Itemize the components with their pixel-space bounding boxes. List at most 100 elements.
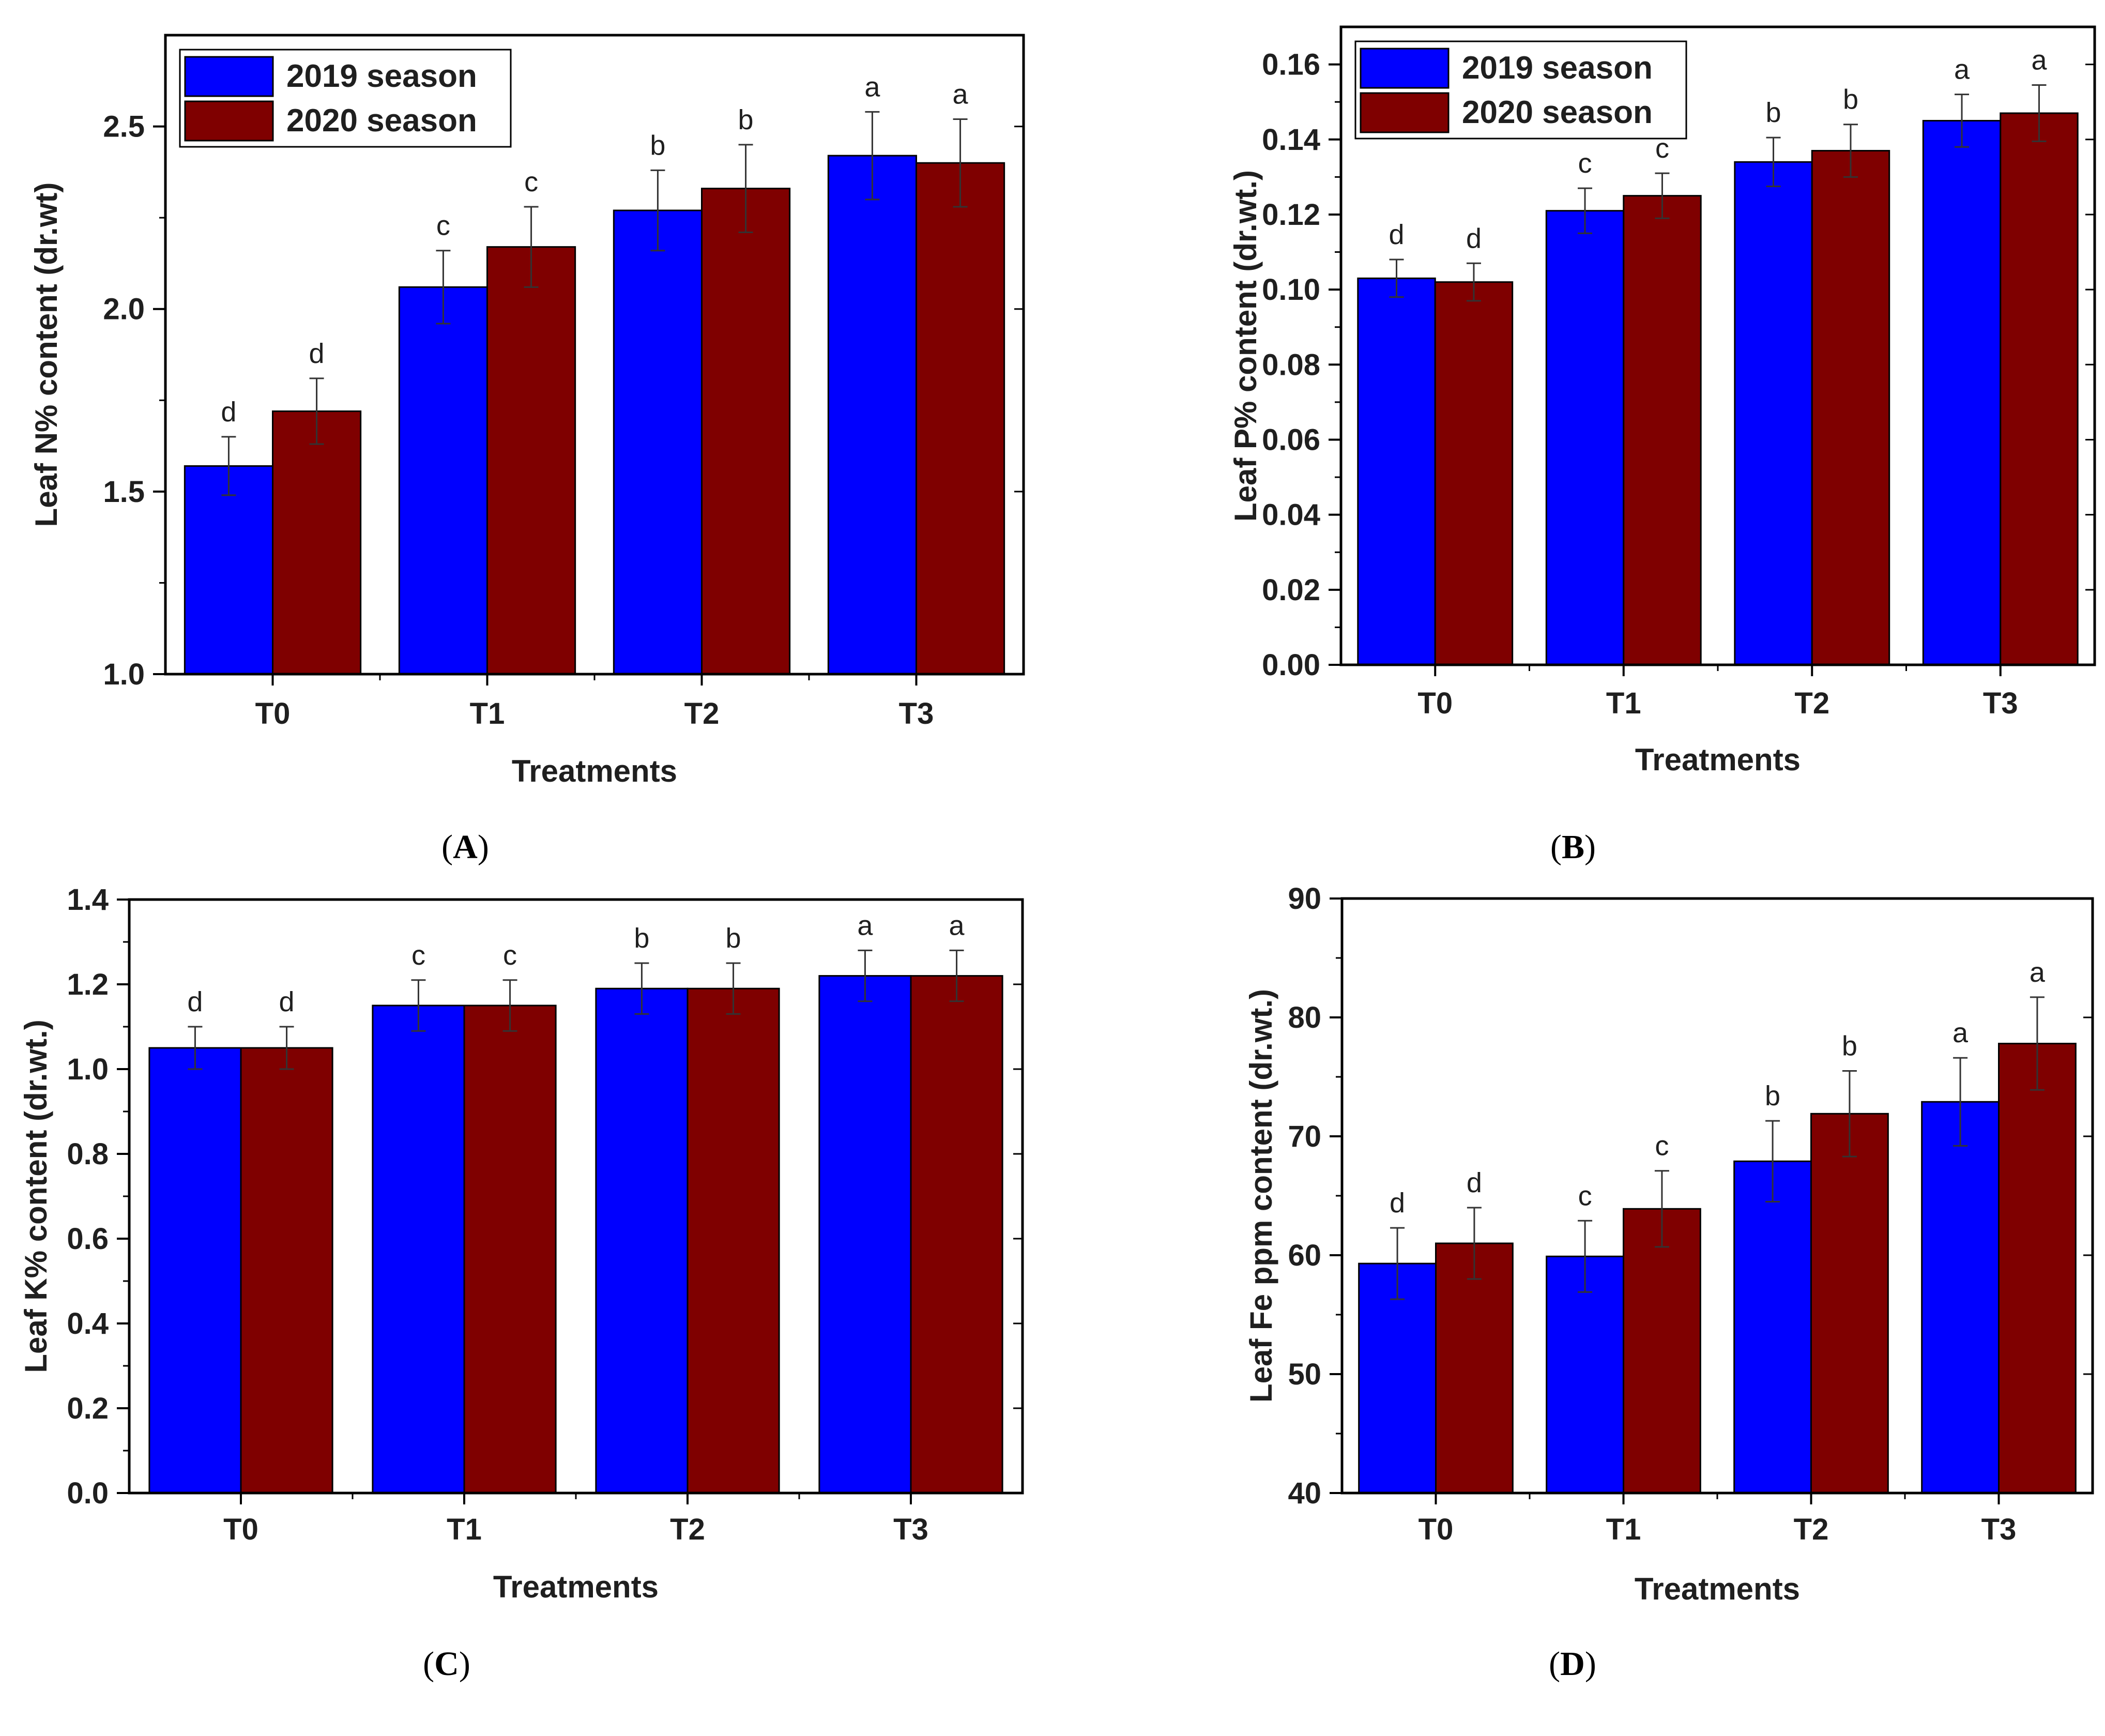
error-bar [411,979,426,1032]
significance-letter: b [1765,1080,1780,1111]
caption-close-paren: ) [478,828,489,866]
x-tick-label: T2 [684,697,720,730]
error-bar [1842,1070,1857,1158]
x-axis-title: Treatments [512,754,677,788]
error-bar [221,436,236,496]
bar-c-t2-2019 [595,987,689,1494]
bar-b-t1-2019 [1545,210,1625,666]
significance-letter: c [1655,1131,1669,1162]
y-axis-title: Leaf P% content (dr.wt.) [1228,170,1263,522]
plot-frame [1339,25,2096,666]
error-bar [279,1026,294,1070]
significance-letter: c [436,210,450,241]
error-bar [309,377,324,445]
panel-caption: (C) [423,1645,470,1683]
y-tick-label: 0.08 [1262,348,1320,382]
y-axis-title: Leaf K% content (dr.wt.) [19,1019,53,1373]
significance-letter: b [650,130,665,161]
y-tick-label: 1.5 [103,475,145,509]
significance-letter: b [1842,1031,1857,1062]
significance-letter: c [1578,148,1592,179]
bar-a-t2-2020 [701,188,791,675]
bar-d-t2-2020 [1810,1113,1889,1494]
error-bar [865,111,880,201]
bar-a-t0-2019 [184,465,273,675]
error-bar [738,144,753,233]
x-tick-label: T3 [893,1513,928,1546]
legend-swatch-2020 [184,100,274,142]
bar-d-t2-2019 [1733,1160,1812,1494]
y-tick-label: 0.8 [67,1137,109,1171]
error-bar [1955,94,1970,148]
caption-letter: D [1560,1645,1585,1683]
error-bar [650,169,665,252]
legend-label-2019: 2019 season [286,58,477,94]
error-bar [953,118,968,208]
y-tick-label: 0.0 [67,1476,109,1510]
legend: 2019 season 2020 season [179,49,512,148]
significance-letter: a [864,71,880,102]
error-bar [2032,84,2047,142]
x-axis-title: Treatments [1635,742,1801,777]
y-tick-label: 0.12 [1262,198,1320,232]
error-bar [524,206,539,288]
significance-letter: b [726,923,741,954]
significance-letter: d [221,397,236,428]
x-tick-label: T2 [1794,1513,1829,1546]
y-tick-label: 0.14 [1262,123,1320,157]
bar-c-t0-2019 [148,1047,242,1494]
error-bar [188,1026,203,1070]
bar-d-t1-2020 [1623,1208,1701,1494]
significance-letter: b [738,104,754,135]
significance-letter: a [949,910,965,941]
y-tick-label: 2.5 [103,110,145,144]
legend-swatch-2019 [1360,48,1450,89]
legend-swatch-2020 [1360,92,1450,133]
caption-letter: A [453,828,478,866]
caption-close-paren: ) [1584,828,1596,866]
bar-b-t3-2019 [1922,119,2002,666]
y-tick-label: 0.02 [1262,573,1320,607]
x-tick-label: T1 [1606,1513,1641,1546]
bar-d-t1-2019 [1546,1255,1624,1494]
y-tick-label: 0.2 [67,1392,109,1425]
y-axis-title: Leaf Fe ppm content (dr.wt.) [1244,989,1278,1403]
panel-d: d d T0 c c T1 b b T2 a a T3 40 50 60 70 80 90 Treatments Le… [1244,882,2094,1683]
legend: 2019 season 2020 season [1354,40,1687,140]
bar-d-t3-2020 [1998,1043,2077,1494]
x-tick-label: T3 [899,697,934,730]
x-tick-label: T1 [470,697,505,730]
significance-letter: d [309,338,325,369]
error-bar [949,949,964,1002]
significance-letter: d [1390,1187,1405,1219]
significance-letter: c [411,940,425,971]
significance-letter: d [1389,219,1405,250]
significance-letter: a [2030,957,2046,988]
bar-b-t0-2020 [1434,281,1514,666]
bar-b-t1-2020 [1623,195,1702,666]
bar-c-t0-2020 [240,1047,333,1494]
bar-a-t0-2020 [272,410,362,675]
significance-letter: a [857,910,873,941]
bar-b-t3-2020 [2000,112,2079,666]
y-tick-label: 0.04 [1262,498,1320,532]
bar-c-t3-2020 [910,975,1003,1494]
significance-letter: c [503,940,517,971]
y-tick-label: 80 [1288,1001,1321,1034]
significance-letter: c [524,166,538,197]
error-bar [1578,187,1593,234]
bar-d-t0-2020 [1435,1242,1514,1494]
legend-swatch-2019 [184,56,274,97]
plot-frame [164,34,1025,676]
significance-letter: d [1467,1167,1482,1198]
legend-label-2020: 2020 season [286,103,477,139]
bar-b-t2-2019 [1734,161,1813,666]
caption-letter: C [434,1645,459,1683]
y-tick-label: 60 [1288,1239,1321,1272]
x-tick-label: T0 [223,1513,258,1546]
bar-a-t1-2020 [486,246,576,675]
bar-d-t3-2019 [1921,1101,2000,1494]
